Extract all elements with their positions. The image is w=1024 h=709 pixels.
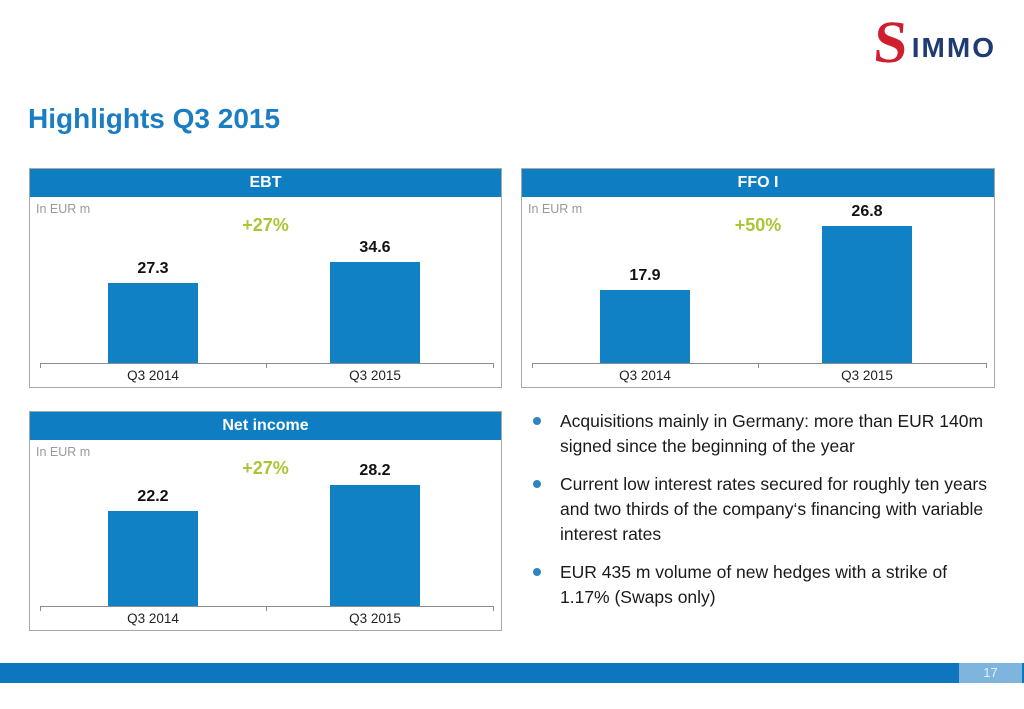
delta-badge: +50%: [734, 215, 782, 235]
axis-tick: [493, 363, 494, 368]
x-axis: [532, 363, 987, 364]
bar-q3-2014: [108, 283, 198, 363]
axis-tick: [265, 606, 267, 611]
page-title: Highlights Q3 2015: [28, 103, 281, 134]
bar-column: 27.3: [108, 260, 198, 363]
bar-value-label: 22.2: [137, 488, 169, 505]
chart-title-ffo-i: FFO I: [522, 169, 994, 197]
bar-value-label: 34.6: [359, 239, 391, 256]
unit-label: In EUR m: [36, 445, 91, 459]
bar-column: 28.2: [330, 462, 420, 606]
bullet-text: Acquisitions mainly in Germany: more tha…: [560, 411, 984, 456]
axis-tick: [40, 606, 41, 611]
x-tick-label: Q3 2014: [127, 368, 179, 383]
bullet-item: EUR 435 m volume of new hedges with a st…: [524, 560, 994, 610]
chart-panel-net-income: Net income In EUR m +27% 22.2 28.2 Q3 20…: [29, 411, 502, 631]
axis-tick: [493, 606, 494, 611]
chart-panel-ffo-i: FFO I In EUR m +50% 17.9 26.8 Q3 2014 Q3…: [521, 168, 995, 388]
bar-column: 17.9: [600, 267, 690, 363]
x-tick-label: Q3 2015: [349, 611, 401, 626]
logo-wordmark: IMMO: [911, 32, 996, 64]
axis-tick: [758, 363, 759, 368]
x-tick-label: Q3 2015: [349, 368, 401, 383]
x-tick-label: Q3 2014: [619, 368, 671, 383]
delta-badge: +27%: [242, 215, 289, 235]
axis-tick: [40, 363, 41, 368]
bullet-text: Current low interest rates secured for r…: [560, 474, 987, 544]
bar-q3-2015: [330, 262, 420, 363]
page-number-badge: 17: [959, 663, 1022, 683]
bar-value-label: 27.3: [137, 260, 169, 277]
chart-title-ebt: EBT: [30, 169, 501, 197]
bullet-text: EUR 435 m volume of new hedges with a st…: [560, 562, 948, 607]
axis-tick: [986, 363, 987, 368]
simmo-logo: S IMMO: [872, 9, 996, 75]
bar-value-label: 17.9: [629, 267, 661, 284]
chart-panel-ebt: EBT In EUR m +27% 27.3 34.6 Q3 2014 Q3 2…: [29, 168, 502, 388]
x-axis: [40, 606, 494, 607]
bullet-marker-icon: [533, 417, 541, 425]
bar-q3-2015: [822, 226, 912, 363]
bullet-list: Acquisitions mainly in Germany: more tha…: [524, 409, 994, 623]
axis-tick: [532, 363, 533, 368]
x-tick-label: Q3 2014: [127, 611, 179, 626]
bullet-marker-icon: [533, 568, 541, 576]
footer-bar: [0, 663, 1024, 683]
chart-title-net-income: Net income: [30, 412, 501, 440]
bullet-item: Current low interest rates secured for r…: [524, 472, 994, 547]
x-tick-label: Q3 2015: [841, 368, 893, 383]
bar-q3-2014: [108, 511, 198, 606]
bullet-item: Acquisitions mainly in Germany: more tha…: [524, 409, 994, 459]
unit-label: In EUR m: [528, 202, 583, 216]
bullet-marker-icon: [533, 480, 541, 488]
axis-tick: [265, 363, 267, 368]
bar-value-label: 28.2: [359, 462, 391, 479]
bar-column: 22.2: [108, 488, 198, 606]
x-axis: [40, 363, 494, 364]
bar-q3-2014: [600, 290, 690, 363]
bar-value-label: 26.8: [851, 203, 883, 220]
bar-column: 26.8: [822, 203, 912, 363]
unit-label: In EUR m: [36, 202, 91, 216]
bar-q3-2015: [330, 485, 420, 606]
delta-badge: +27%: [242, 458, 289, 478]
logo-s-icon: S: [872, 9, 911, 75]
bar-column: 34.6: [330, 239, 420, 363]
